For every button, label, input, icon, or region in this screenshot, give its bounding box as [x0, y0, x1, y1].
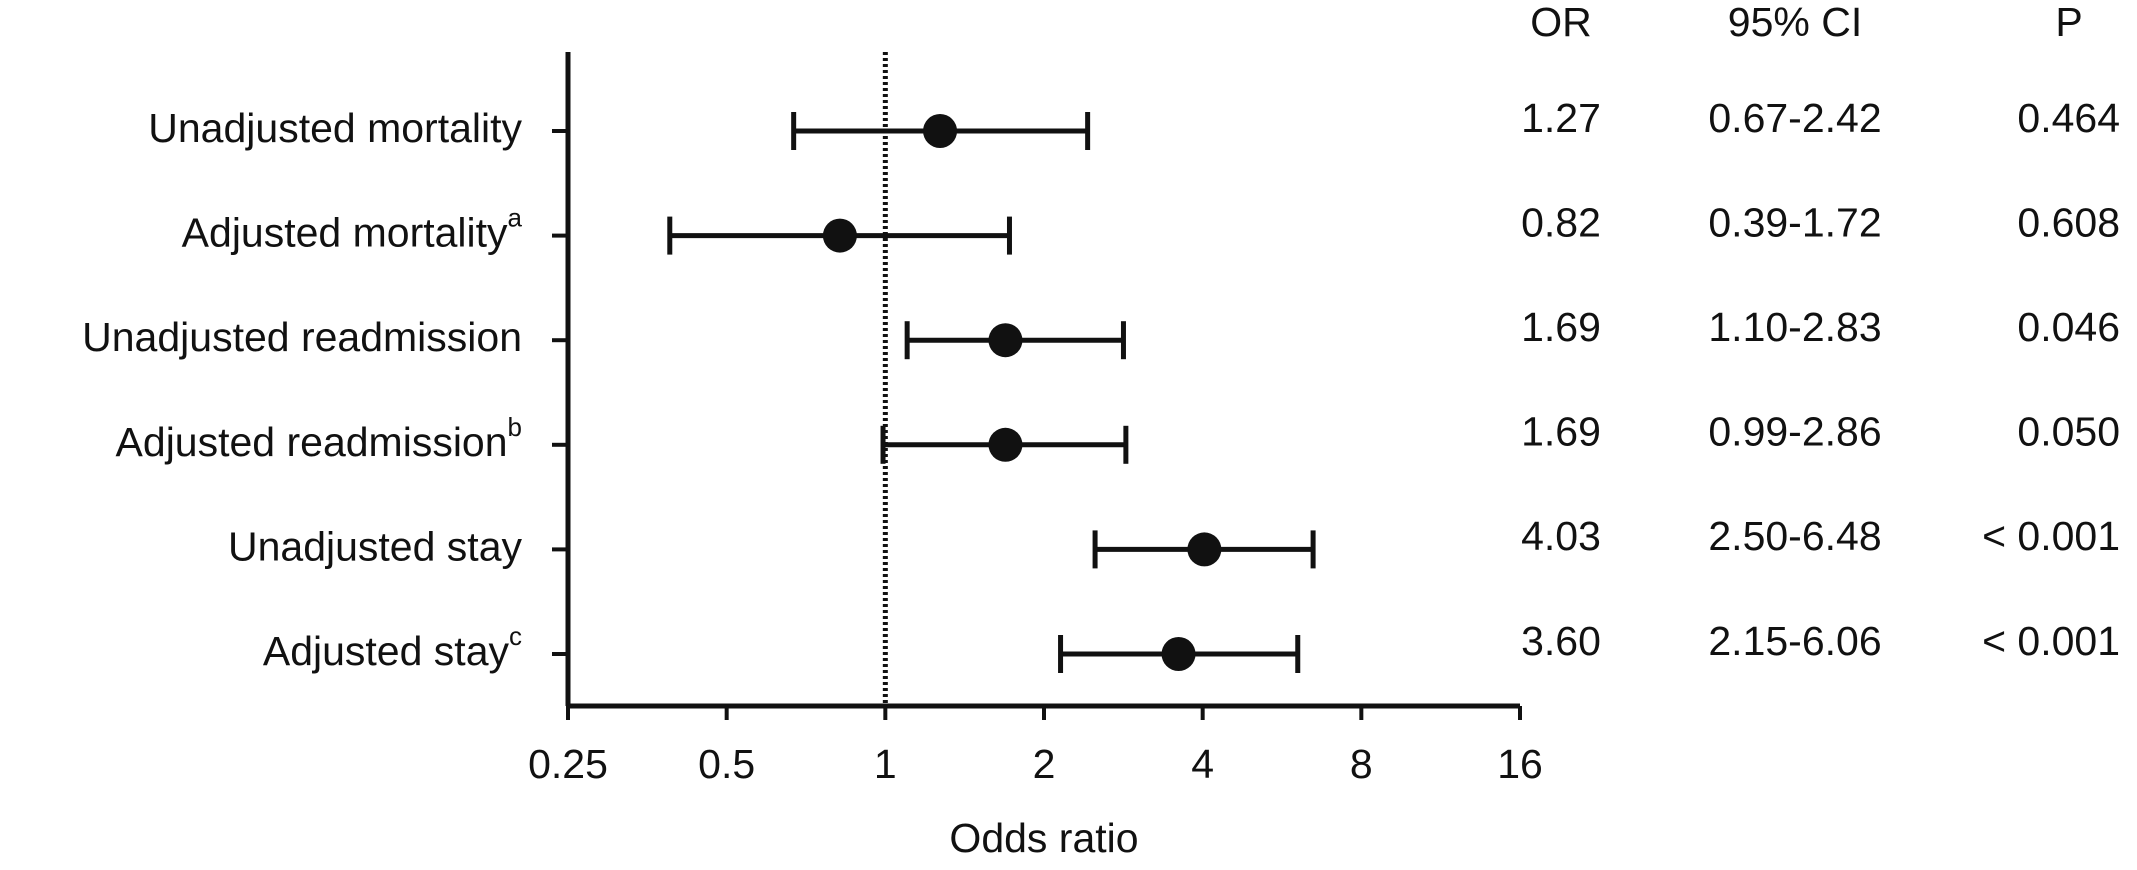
column-header: OR — [1530, 0, 1592, 45]
x-tick-label: 1 — [874, 741, 897, 787]
point-estimate — [988, 427, 1023, 462]
x-tick-label: 8 — [1350, 741, 1373, 787]
point-estimate — [1161, 637, 1196, 671]
category-label: Adjusted stayc — [263, 621, 522, 674]
category-label: Adjusted mortalitya — [182, 202, 523, 255]
p-value: < 0.001 — [1982, 513, 2120, 559]
category-text: Unadjusted readmission — [82, 314, 522, 360]
ci-value: 2.15-6.06 — [1708, 618, 1881, 664]
or-value: 0.82 — [1521, 199, 1601, 245]
or-value: 1.69 — [1521, 409, 1601, 455]
category-text: Adjusted readmission — [116, 419, 508, 465]
x-tick-label: 16 — [1497, 741, 1543, 787]
category-label: Unadjusted stay — [228, 523, 523, 569]
ci-value: 0.67-2.42 — [1708, 95, 1881, 141]
x-tick-label: 4 — [1191, 741, 1214, 787]
x-axis-label: Odds ratio — [949, 815, 1138, 861]
or-value: 1.69 — [1521, 304, 1601, 350]
p-value: < 0.001 — [1982, 618, 2120, 664]
x-tick-label: 0.25 — [528, 741, 608, 787]
p-value: 0.464 — [2017, 95, 2120, 141]
point-estimate — [923, 114, 958, 148]
p-value: 0.046 — [2017, 304, 2120, 350]
x-tick-label: 2 — [1033, 741, 1056, 787]
ci-value: 1.10-2.83 — [1708, 304, 1881, 350]
or-value: 1.27 — [1521, 95, 1601, 141]
x-tick-label: 0.5 — [698, 741, 755, 787]
or-value: 3.60 — [1521, 618, 1601, 664]
category-text: Adjusted mortality — [182, 209, 508, 255]
point-estimate — [822, 218, 857, 253]
ci-value: 2.50-6.48 — [1708, 513, 1881, 559]
column-header: 95% CI — [1728, 0, 1862, 45]
category-label: Unadjusted readmission — [82, 314, 522, 360]
p-value: 0.608 — [2017, 199, 2120, 245]
category-text: Unadjusted stay — [228, 523, 523, 569]
column-header: P — [2055, 0, 2082, 45]
ci-value: 0.99-2.86 — [1708, 409, 1881, 455]
category-text: Unadjusted mortality — [148, 105, 522, 151]
category-label: Unadjusted mortality — [148, 105, 522, 151]
superscript: a — [508, 202, 523, 232]
superscript: b — [508, 412, 522, 442]
category-label: Adjusted readmissionb — [116, 412, 522, 465]
category-text: Adjusted stay — [263, 628, 510, 674]
ci-value: 0.39-1.72 — [1708, 199, 1881, 245]
point-estimate — [988, 323, 1023, 358]
or-value: 4.03 — [1521, 513, 1601, 559]
point-estimate — [1187, 532, 1222, 567]
superscript: c — [509, 621, 522, 651]
p-value: 0.050 — [2017, 409, 2120, 455]
